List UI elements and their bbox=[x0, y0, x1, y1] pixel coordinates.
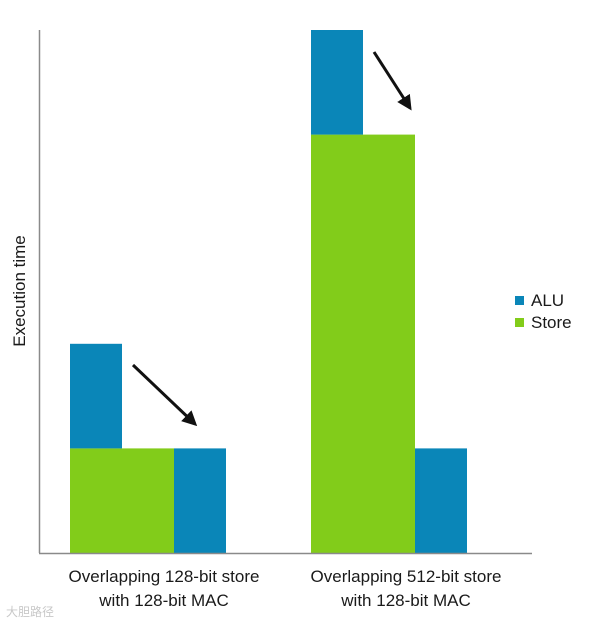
group-label-1: Overlapping 128-bit store with 128-bit M… bbox=[69, 567, 260, 610]
annotation-arrow-2 bbox=[372, 51, 412, 111]
legend-swatch-alu bbox=[515, 296, 524, 305]
group-label-2: Overlapping 512-bit store with 128-bit M… bbox=[311, 567, 502, 610]
bar-g2-b2-store bbox=[363, 134, 415, 553]
group-label-1-line-2: with 128-bit MAC bbox=[98, 591, 228, 610]
legend-swatch-store bbox=[515, 318, 524, 327]
bars-layer bbox=[70, 30, 467, 553]
y-axis-label: Execution time bbox=[10, 235, 29, 347]
legend-label-alu: ALU bbox=[531, 291, 564, 310]
legend: ALU Store bbox=[515, 291, 572, 332]
bar-g1-b1-alu bbox=[70, 343, 122, 449]
group-label-2-line-2: with 128-bit MAC bbox=[340, 591, 470, 610]
annotation-arrow-1 bbox=[131, 363, 198, 427]
group-label-2-line-1: Overlapping 512-bit store bbox=[311, 567, 502, 586]
group-label-1-line-1: Overlapping 128-bit store bbox=[69, 567, 260, 586]
bar-g1-b1-store bbox=[70, 448, 122, 553]
watermark: 大胆路径 bbox=[6, 605, 55, 619]
bar-g2-b3-alu bbox=[415, 448, 467, 553]
bar-g2-b1-alu bbox=[311, 30, 363, 135]
bar-g1-b2-store bbox=[122, 448, 174, 553]
legend-label-store: Store bbox=[531, 313, 572, 332]
bar-g2-b1-store bbox=[311, 134, 363, 553]
bar-g1-b3-alu bbox=[174, 448, 226, 553]
